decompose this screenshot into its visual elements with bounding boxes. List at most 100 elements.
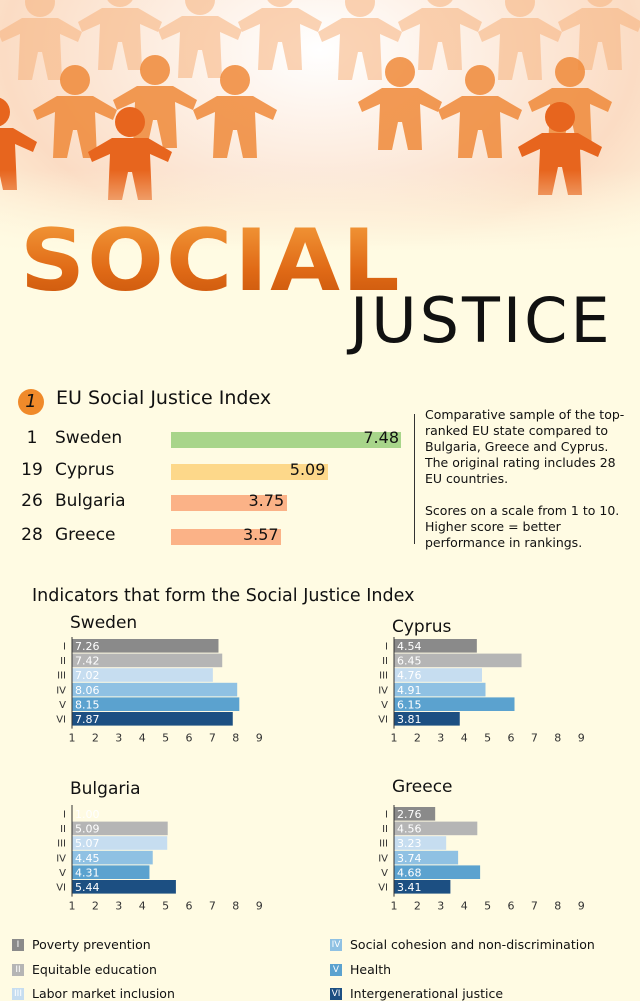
indicator-bar	[72, 865, 150, 879]
value-label: 6.45	[397, 655, 422, 668]
value-label: 7.87	[75, 713, 100, 726]
indicator-bar	[394, 653, 522, 668]
legend-swatch: II	[12, 964, 24, 976]
category-label: IV	[378, 685, 388, 696]
indicator-bar	[394, 639, 477, 653]
legend-swatch: I	[12, 939, 24, 951]
indicator-bar	[72, 880, 176, 894]
ranking-row: 19 Cyprus 5.09	[0, 460, 420, 486]
x-tick-label: 9	[578, 900, 585, 913]
category-label: I	[63, 810, 66, 821]
value-label: 1.00	[75, 808, 100, 821]
x-tick-label: 9	[256, 900, 263, 913]
rank-number: 26	[21, 491, 43, 511]
category-label: II	[60, 824, 66, 835]
x-tick-label: 2	[414, 732, 421, 745]
index-score-label: 5.09	[289, 460, 326, 479]
ranking-row: 26 Bulgaria 3.75	[0, 491, 420, 517]
category-label: VI	[378, 883, 388, 894]
x-tick-label: 1	[69, 900, 76, 913]
indicator-bar	[72, 850, 153, 865]
indicator-bar	[394, 836, 447, 850]
chart-title: Bulgaria	[70, 779, 141, 799]
rank-number: 19	[21, 460, 43, 480]
x-tick-label: 4	[461, 732, 468, 745]
description-divider	[414, 414, 415, 544]
value-label: 4.31	[75, 866, 100, 879]
category-label: II	[382, 656, 388, 667]
value-label: 4.45	[75, 852, 100, 865]
category-label: III	[57, 839, 66, 850]
index-score-label: 3.75	[248, 491, 285, 510]
x-tick-label: 7	[531, 732, 538, 745]
x-tick-label: 9	[256, 732, 263, 745]
value-label: 5.44	[75, 881, 100, 894]
value-label: 7.26	[75, 640, 100, 653]
ranking-row: 1 Sweden 7.48	[0, 428, 420, 454]
x-tick-label: 3	[437, 732, 444, 745]
value-label: 7.42	[75, 655, 100, 668]
value-label: 4.68	[397, 866, 422, 879]
legend-label: Equitable education	[32, 962, 157, 977]
x-tick-label: 1	[391, 732, 398, 745]
category-label: IV	[56, 685, 66, 696]
x-tick-label: 8	[232, 900, 239, 913]
category-label: IV	[378, 853, 388, 864]
value-label: 4.76	[397, 669, 422, 682]
index-score-label: 7.48	[363, 428, 399, 447]
x-tick-label: 9	[578, 732, 585, 745]
index-score-bar	[171, 464, 328, 480]
chart-title: Greece	[392, 777, 453, 797]
country-name: Cyprus	[55, 460, 115, 480]
category-label: III	[57, 671, 66, 682]
rank-number: 28	[21, 525, 43, 545]
indicator-bar	[72, 836, 168, 850]
x-tick-label: 8	[554, 732, 561, 745]
hero-fade	[0, 170, 640, 250]
x-tick-label: 5	[484, 900, 491, 913]
category-label: III	[379, 839, 388, 850]
x-tick-label: 8	[232, 732, 239, 745]
category-label: IV	[56, 853, 66, 864]
index-score-bar	[171, 432, 402, 448]
title-justice: JUSTICE	[350, 284, 613, 357]
legend-label: Intergenerational justice	[350, 986, 504, 1001]
chart-title: Cyprus	[392, 617, 452, 637]
indicator-bar-chart: I 7.26 II 7.42 III 7.02 IV 8.06 V 8.15 VI 7.87 1 2 3 4 5…	[56, 637, 263, 745]
category-label: V	[59, 868, 66, 879]
title-social: SOCIAL	[20, 211, 402, 311]
indicators-title: Indicators that form the Social Justice …	[32, 586, 415, 606]
value-label: 3.41	[397, 881, 422, 894]
indicator-bar	[72, 639, 219, 653]
indicator-bar	[72, 668, 213, 682]
x-tick-label: 3	[115, 900, 122, 913]
category-label: I	[385, 642, 388, 653]
value-label: 3.23	[397, 837, 422, 850]
category-label: V	[381, 868, 388, 879]
legend-label: Labor market inclusion	[32, 986, 175, 1001]
indicator-bar-chart: I 2.76 II 4.56 III 3.23 IV 3.74 V 4.68 VI 3.41 1 2 3 4 5…	[378, 805, 585, 913]
indicator-bar-chart: I 4.54 II 6.45 III 4.76 IV 4.91 V 6.15 VI 3.81 1 2 3 4 5…	[378, 637, 585, 745]
value-label: 7.02	[75, 669, 100, 682]
x-tick-label: 6	[508, 732, 515, 745]
category-label: V	[59, 700, 66, 711]
x-tick-label: 8	[554, 900, 561, 913]
x-tick-label: 5	[162, 732, 169, 745]
legend-label: Health	[350, 962, 392, 977]
category-label: VI	[56, 883, 66, 894]
indicator-bar	[72, 821, 168, 836]
indicator-bar	[394, 682, 486, 697]
x-tick-label: 3	[115, 732, 122, 745]
index-score-bar	[171, 495, 287, 511]
country-name: Bulgaria	[55, 491, 126, 511]
category-label: I	[385, 810, 388, 821]
indicator-bar-chart: I 1.00 II 5.09 III 5.07 IV 4.45 V 4.31 VI 5.44 1 2 3 4 5…	[56, 805, 263, 913]
category-label: I	[63, 642, 66, 653]
x-tick-label: 5	[162, 900, 169, 913]
indicator-bar	[394, 880, 451, 894]
legend-swatch: III	[12, 988, 24, 1000]
indicator-bar	[394, 821, 478, 836]
x-tick-label: 3	[437, 900, 444, 913]
section-number-badge: 1	[18, 389, 44, 415]
legend-label: Poverty prevention	[32, 937, 151, 952]
